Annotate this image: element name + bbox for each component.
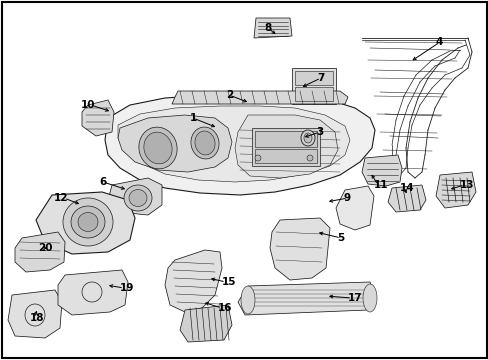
Polygon shape	[180, 305, 231, 342]
Polygon shape	[235, 115, 337, 178]
Text: 3: 3	[315, 127, 323, 137]
Bar	[291, 68, 335, 104]
Polygon shape	[335, 186, 373, 230]
Ellipse shape	[63, 198, 113, 246]
Ellipse shape	[129, 189, 147, 207]
Polygon shape	[82, 100, 114, 136]
Text: 12: 12	[53, 193, 68, 203]
Polygon shape	[15, 232, 65, 272]
Text: 20: 20	[38, 243, 52, 253]
Ellipse shape	[143, 132, 172, 164]
Polygon shape	[387, 185, 425, 212]
Polygon shape	[164, 250, 222, 312]
Bar	[294, 87, 332, 101]
Text: 19: 19	[120, 283, 134, 293]
Text: 8: 8	[264, 23, 271, 33]
Polygon shape	[361, 155, 401, 186]
Ellipse shape	[124, 185, 152, 211]
Ellipse shape	[71, 206, 105, 238]
Ellipse shape	[254, 155, 261, 161]
Text: 10: 10	[81, 100, 95, 110]
Polygon shape	[253, 18, 291, 38]
Polygon shape	[58, 270, 128, 315]
Bar	[251, 128, 319, 166]
Ellipse shape	[195, 131, 215, 155]
Bar	[254, 131, 316, 147]
Text: 4: 4	[435, 37, 443, 47]
Text: 5: 5	[336, 233, 344, 243]
Text: 15: 15	[222, 277, 236, 287]
Text: 14: 14	[399, 183, 414, 193]
Ellipse shape	[139, 127, 177, 169]
Polygon shape	[118, 115, 231, 172]
Text: 6: 6	[100, 177, 107, 187]
Polygon shape	[435, 172, 475, 208]
Ellipse shape	[78, 212, 98, 231]
Bar	[294, 71, 332, 85]
Polygon shape	[238, 282, 374, 315]
Text: 1: 1	[189, 113, 197, 123]
Text: 16: 16	[218, 303, 232, 313]
Ellipse shape	[241, 286, 254, 314]
Text: 17: 17	[347, 293, 362, 303]
Text: 13: 13	[459, 180, 473, 190]
Ellipse shape	[190, 127, 219, 159]
Polygon shape	[172, 91, 347, 104]
Ellipse shape	[301, 130, 314, 146]
Polygon shape	[108, 178, 162, 215]
Polygon shape	[105, 94, 374, 195]
Text: 18: 18	[30, 313, 44, 323]
Polygon shape	[269, 218, 329, 280]
Polygon shape	[36, 192, 135, 254]
Text: 7: 7	[316, 73, 324, 83]
Text: 2: 2	[225, 90, 232, 100]
Text: 11: 11	[373, 180, 387, 190]
Text: 9: 9	[343, 193, 350, 203]
Bar	[254, 149, 316, 163]
Ellipse shape	[304, 133, 311, 143]
Polygon shape	[118, 106, 349, 182]
Ellipse shape	[306, 155, 312, 161]
Polygon shape	[8, 290, 62, 338]
Ellipse shape	[362, 284, 376, 312]
